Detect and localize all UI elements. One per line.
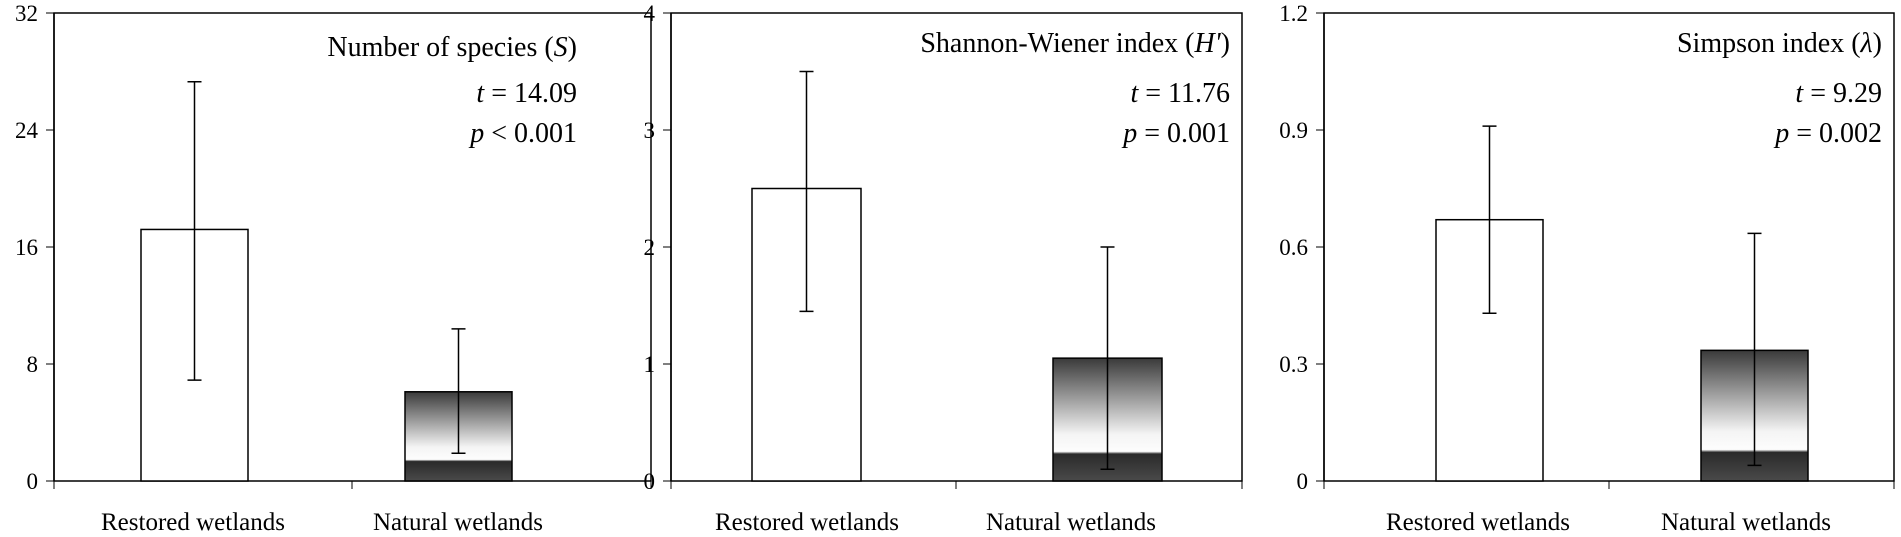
x-axis: Restored wetlands Natural wetlands xyxy=(670,481,1243,536)
y-axis: 0 8 16 24 32 xyxy=(15,1,55,494)
t-statistic: t = 11.76 xyxy=(1130,78,1230,109)
y-tick-label: 16 xyxy=(15,235,38,260)
y-tick-label: 0.9 xyxy=(1279,118,1308,143)
x-category-label: Restored wetlands xyxy=(715,509,899,536)
p-value: p = 0.002 xyxy=(1773,118,1882,149)
error-bars xyxy=(1482,125,1762,467)
p-value: p = 0.001 xyxy=(1121,118,1230,149)
y-tick-label: 0.6 xyxy=(1279,235,1308,260)
y-tick-label: 32 xyxy=(15,1,38,26)
panel-title: Simpson index (λ) xyxy=(1677,28,1882,59)
panel-title: Shannon-Wiener index (H') xyxy=(920,28,1230,59)
error-bar-restored xyxy=(1482,125,1497,315)
y-tick-label: 2 xyxy=(644,235,656,260)
y-tick-label: 1 xyxy=(644,352,656,377)
panel-simpson: 0 0.3 0.6 0.9 1.2 Restored wetlands Natu… xyxy=(1279,1,1895,536)
y-tick-label: 24 xyxy=(15,118,39,143)
y-tick-label: 0.3 xyxy=(1279,352,1308,377)
panel-shannon: 0 1 2 3 4 Restored wetlands Natural wetl… xyxy=(644,1,1243,536)
panel-title: Number of species (S) xyxy=(327,32,577,63)
x-category-label: Natural wetlands xyxy=(986,509,1156,536)
y-tick-label: 0 xyxy=(1297,469,1309,494)
x-category-label: Restored wetlands xyxy=(1386,509,1570,536)
t-statistic: t = 9.29 xyxy=(1795,78,1882,109)
bars xyxy=(751,187,1163,482)
error-bar-natural xyxy=(1747,232,1762,467)
y-tick-label: 0 xyxy=(644,469,656,494)
y-tick-label: 8 xyxy=(27,352,39,377)
error-bar-natural xyxy=(1100,246,1115,471)
x-axis: Restored wetlands Natural wetlands xyxy=(1323,481,1895,536)
y-axis: 0 0.3 0.6 0.9 1.2 xyxy=(1279,1,1325,494)
p-value: p < 0.001 xyxy=(468,118,577,149)
y-tick-label: 1.2 xyxy=(1279,1,1308,26)
y-axis: 0 1 2 3 4 xyxy=(644,1,672,494)
error-bar-restored xyxy=(187,80,202,381)
error-bar-restored xyxy=(799,70,814,313)
x-category-label: Natural wetlands xyxy=(1661,509,1831,536)
y-tick-label: 3 xyxy=(644,118,656,143)
y-tick-label: 0 xyxy=(27,469,39,494)
bars xyxy=(140,228,513,482)
error-bar-natural xyxy=(451,328,466,454)
t-statistic: t = 14.09 xyxy=(476,78,577,109)
panel-species: 0 8 16 24 32 Restored wetlands Natural w… xyxy=(15,1,652,536)
error-bars xyxy=(799,70,1115,471)
x-category-label: Restored wetlands xyxy=(101,509,285,536)
x-axis: Restored wetlands Natural wetlands xyxy=(53,481,652,536)
bars xyxy=(1435,218,1809,482)
x-category-label: Natural wetlands xyxy=(373,509,543,536)
error-bars xyxy=(187,80,466,454)
y-tick-label: 4 xyxy=(644,1,656,26)
